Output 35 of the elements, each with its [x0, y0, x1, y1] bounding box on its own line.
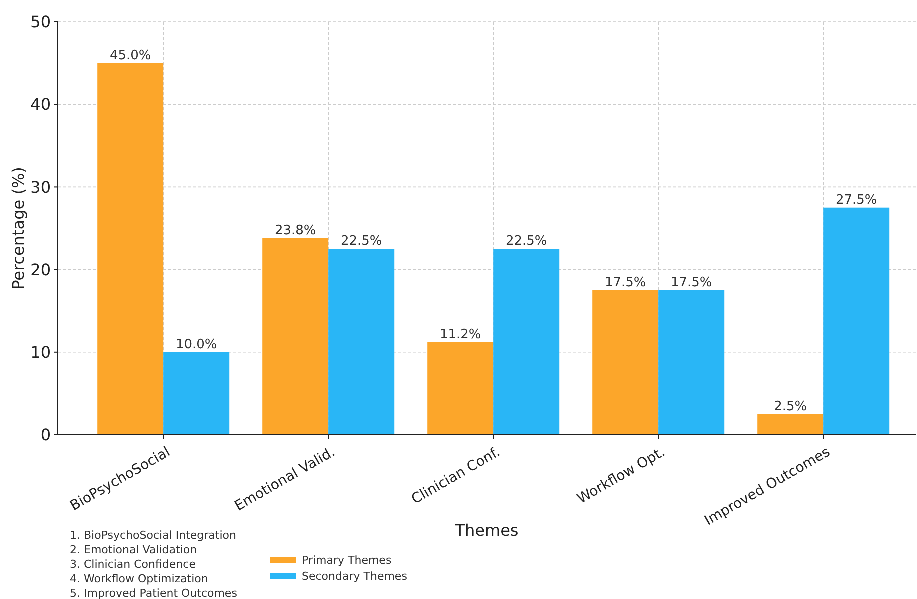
- y-tick-label: 50: [30, 12, 51, 32]
- x-axis-title: Themes: [454, 521, 519, 540]
- y-tick-label: 0: [40, 426, 51, 445]
- data-label: 17.5%: [670, 275, 712, 290]
- data-label: 27.5%: [836, 192, 878, 208]
- bar: [758, 414, 824, 435]
- data-label: 23.8%: [274, 223, 316, 238]
- data-label: 11.2%: [440, 327, 482, 342]
- legend-label: Primary Themes: [302, 554, 392, 567]
- bar: [658, 290, 725, 435]
- data-label: 17.5%: [604, 275, 646, 290]
- y-tick-label: 40: [30, 95, 51, 114]
- bar: [428, 342, 494, 435]
- legend-label: Secondary Themes: [302, 570, 408, 583]
- text: 2. Emotional Validation: [70, 544, 198, 556]
- data-label: 10.0%: [176, 337, 218, 352]
- y-tick-label: 30: [30, 178, 51, 197]
- data-label: 2.5%: [774, 399, 808, 414]
- bar: [494, 249, 560, 435]
- data-label: 22.5%: [340, 234, 382, 250]
- bar: [98, 63, 164, 435]
- bar: [824, 208, 890, 435]
- text: 3. Clinician Confidence: [70, 558, 196, 571]
- text: 5. Improved Patient Outcomes: [70, 587, 238, 599]
- y-tick-label: 20: [30, 260, 51, 280]
- y-tick-label: 10: [30, 343, 51, 362]
- y-axis-title: Percentage (%): [9, 167, 28, 290]
- text: 4. Workflow Optimization: [70, 572, 208, 586]
- bar: [592, 290, 659, 435]
- data-label: 45.0%: [110, 48, 152, 64]
- bar: [262, 238, 329, 435]
- bar: [328, 249, 395, 435]
- text: 1. BioPsychoSocial Integration: [70, 529, 237, 542]
- data-label: 22.5%: [506, 234, 548, 250]
- bar: [164, 352, 230, 435]
